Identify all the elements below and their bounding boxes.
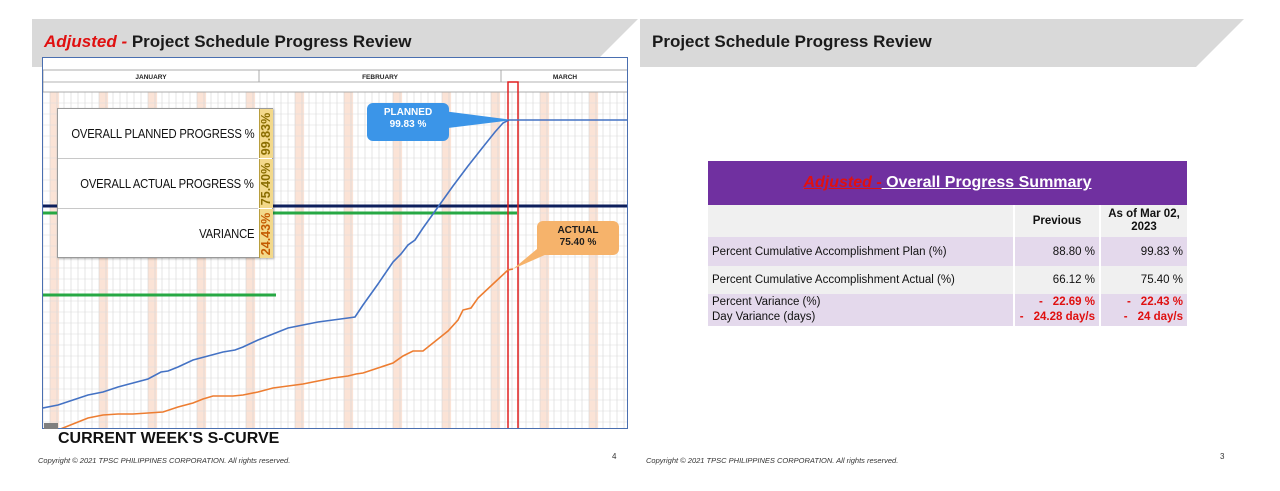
summary-value-planned: 99.83% (259, 112, 274, 155)
planned-callout-pointer (443, 111, 513, 128)
dash-sign: - (1038, 296, 1043, 308)
row-label-actual: Percent Cumulative Accomplishment Actual… (708, 266, 1014, 294)
variance-labels-cell: Percent Variance (%) Day Variance (days) (708, 294, 1014, 326)
table-row: Percent Cumulative Accomplishment Actual… (708, 266, 1187, 294)
planned-callout-value: 99.83 % (389, 119, 427, 130)
actual-callout: ACTUAL 75.40 % (537, 221, 619, 255)
page-number: 4 (612, 452, 617, 461)
summary-label-actual: OVERALL ACTUAL PROGRESS % (80, 176, 255, 191)
progress-summary-header: Adjusted - Overall Progress Summary (708, 161, 1187, 205)
planned-callout: PLANNED 99.83 % (367, 103, 449, 141)
banner-background (32, 19, 638, 67)
row-label-day-variance: Day Variance (days) (712, 311, 816, 323)
summary-value-actual-cell: 75.40% (259, 159, 274, 208)
table-row: Percent Cumulative Accomplishment Plan (… (708, 237, 1187, 266)
variance-current-cell: -22.43 % -24 day/s (1099, 294, 1187, 326)
variance-previous-cell: -22.69 % -24.28 day/s (1013, 294, 1100, 326)
calendar-header (43, 69, 627, 93)
weekend-band (393, 82, 403, 428)
slide-title-banner: Adjusted - Project Schedule Progress Rev… (32, 19, 638, 67)
summary-value-variance: 24.43% (259, 212, 274, 255)
table-title-text: Overall Progress Summary (881, 174, 1092, 191)
weekend-band (491, 82, 501, 428)
column-header-current: As of Mar 02, 2023 (1099, 205, 1187, 237)
row-label-plan: Percent Cumulative Accomplishment Plan (… (708, 237, 1014, 266)
actual-callout-label: ACTUAL (557, 225, 599, 236)
summary-row-actual: OVERALL ACTUAL PROGRESS % (58, 159, 258, 209)
weekend-band (442, 82, 452, 428)
row-actual-current: 75.40 % (1099, 266, 1187, 294)
variance-current-percent: 22.43 % (1140, 296, 1183, 308)
summary-row-variance: VARIANCE (58, 209, 258, 259)
summary-label-variance: VARIANCE (198, 227, 254, 241)
planned-callout-label: PLANNED (383, 107, 433, 118)
page-number-right: 3 (1220, 452, 1225, 461)
summary-value-planned-cell: 99.83% (259, 109, 274, 158)
variance-current-days: 24 day/s (1137, 311, 1183, 323)
table-row-variance: Percent Variance (%) Day Variance (days)… (708, 294, 1187, 326)
current-day-marker (507, 81, 519, 428)
planned-progress-line (43, 119, 627, 409)
weekend-band (589, 82, 599, 428)
row-plan-current: 99.83 % (1099, 237, 1187, 266)
weekend-band (295, 82, 305, 428)
variance-previous-days: 24.28 day/s (1033, 311, 1095, 323)
month-label: MARCH (553, 74, 577, 81)
row-label-percent-variance: Percent Variance (%) (712, 296, 821, 308)
weekend-band (344, 82, 354, 428)
actual-callout-value: 75.40 % (559, 237, 597, 248)
month-label: FEBRUARY (362, 74, 399, 81)
variance-previous-percent: 22.69 % (1052, 296, 1095, 308)
summary-row-planned: OVERALL PLANNED PROGRESS % (58, 109, 258, 159)
slide-left: Adjusted - Project Schedule Progress Rev… (32, 19, 638, 465)
actual-progress-line (60, 268, 514, 428)
title-text: Project Schedule Progress Review (127, 32, 412, 51)
banner-background-right (640, 19, 1244, 67)
s-curve-caption: CURRENT WEEK'S S-CURVE (58, 430, 280, 447)
title-adjusted-prefix: Adjusted - (44, 32, 128, 51)
table-title-adjusted-prefix: Adjusted - (803, 174, 882, 191)
slide-title: Adjusted - Project Schedule Progress Rev… (44, 32, 412, 52)
table-header-row: Previous As of Mar 02, 2023 (708, 205, 1187, 237)
row-actual-previous: 66.12 % (1013, 266, 1100, 294)
slide-title-banner-right: Project Schedule Progress Review (640, 19, 1244, 67)
chart-corner-mark (44, 423, 58, 429)
dash-sign: - (1123, 311, 1128, 323)
copyright-text-right: Copyright © 2021 TPSC PHILIPPINES CORPOR… (646, 456, 899, 465)
summary-label-planned: OVERALL PLANNED PROGRESS % (70, 126, 254, 141)
column-header-previous: Previous (1013, 205, 1100, 237)
progress-summary-title: Adjusted - Overall Progress Summary (803, 174, 1091, 192)
row-plan-previous: 88.80 % (1013, 237, 1100, 266)
copyright-text: Copyright © 2021 TPSC PHILIPPINES CORPOR… (38, 456, 291, 465)
dash-sign: - (1126, 296, 1131, 308)
progress-summary-table: Previous As of Mar 02, 2023 Percent Cumu… (708, 205, 1187, 326)
header-blank-cell (708, 205, 1014, 237)
slide-title-right: Project Schedule Progress Review (652, 32, 932, 51)
weekend-band (50, 82, 60, 428)
dash-sign: - (1019, 311, 1024, 323)
summary-value-actual: 75.40% (259, 162, 274, 205)
month-label: JANUARY (135, 74, 167, 81)
progress-summary-box: OVERALL PLANNED PROGRESS % 99.83% OVERAL… (57, 108, 274, 259)
summary-value-variance-cell: 24.43% (259, 209, 274, 258)
